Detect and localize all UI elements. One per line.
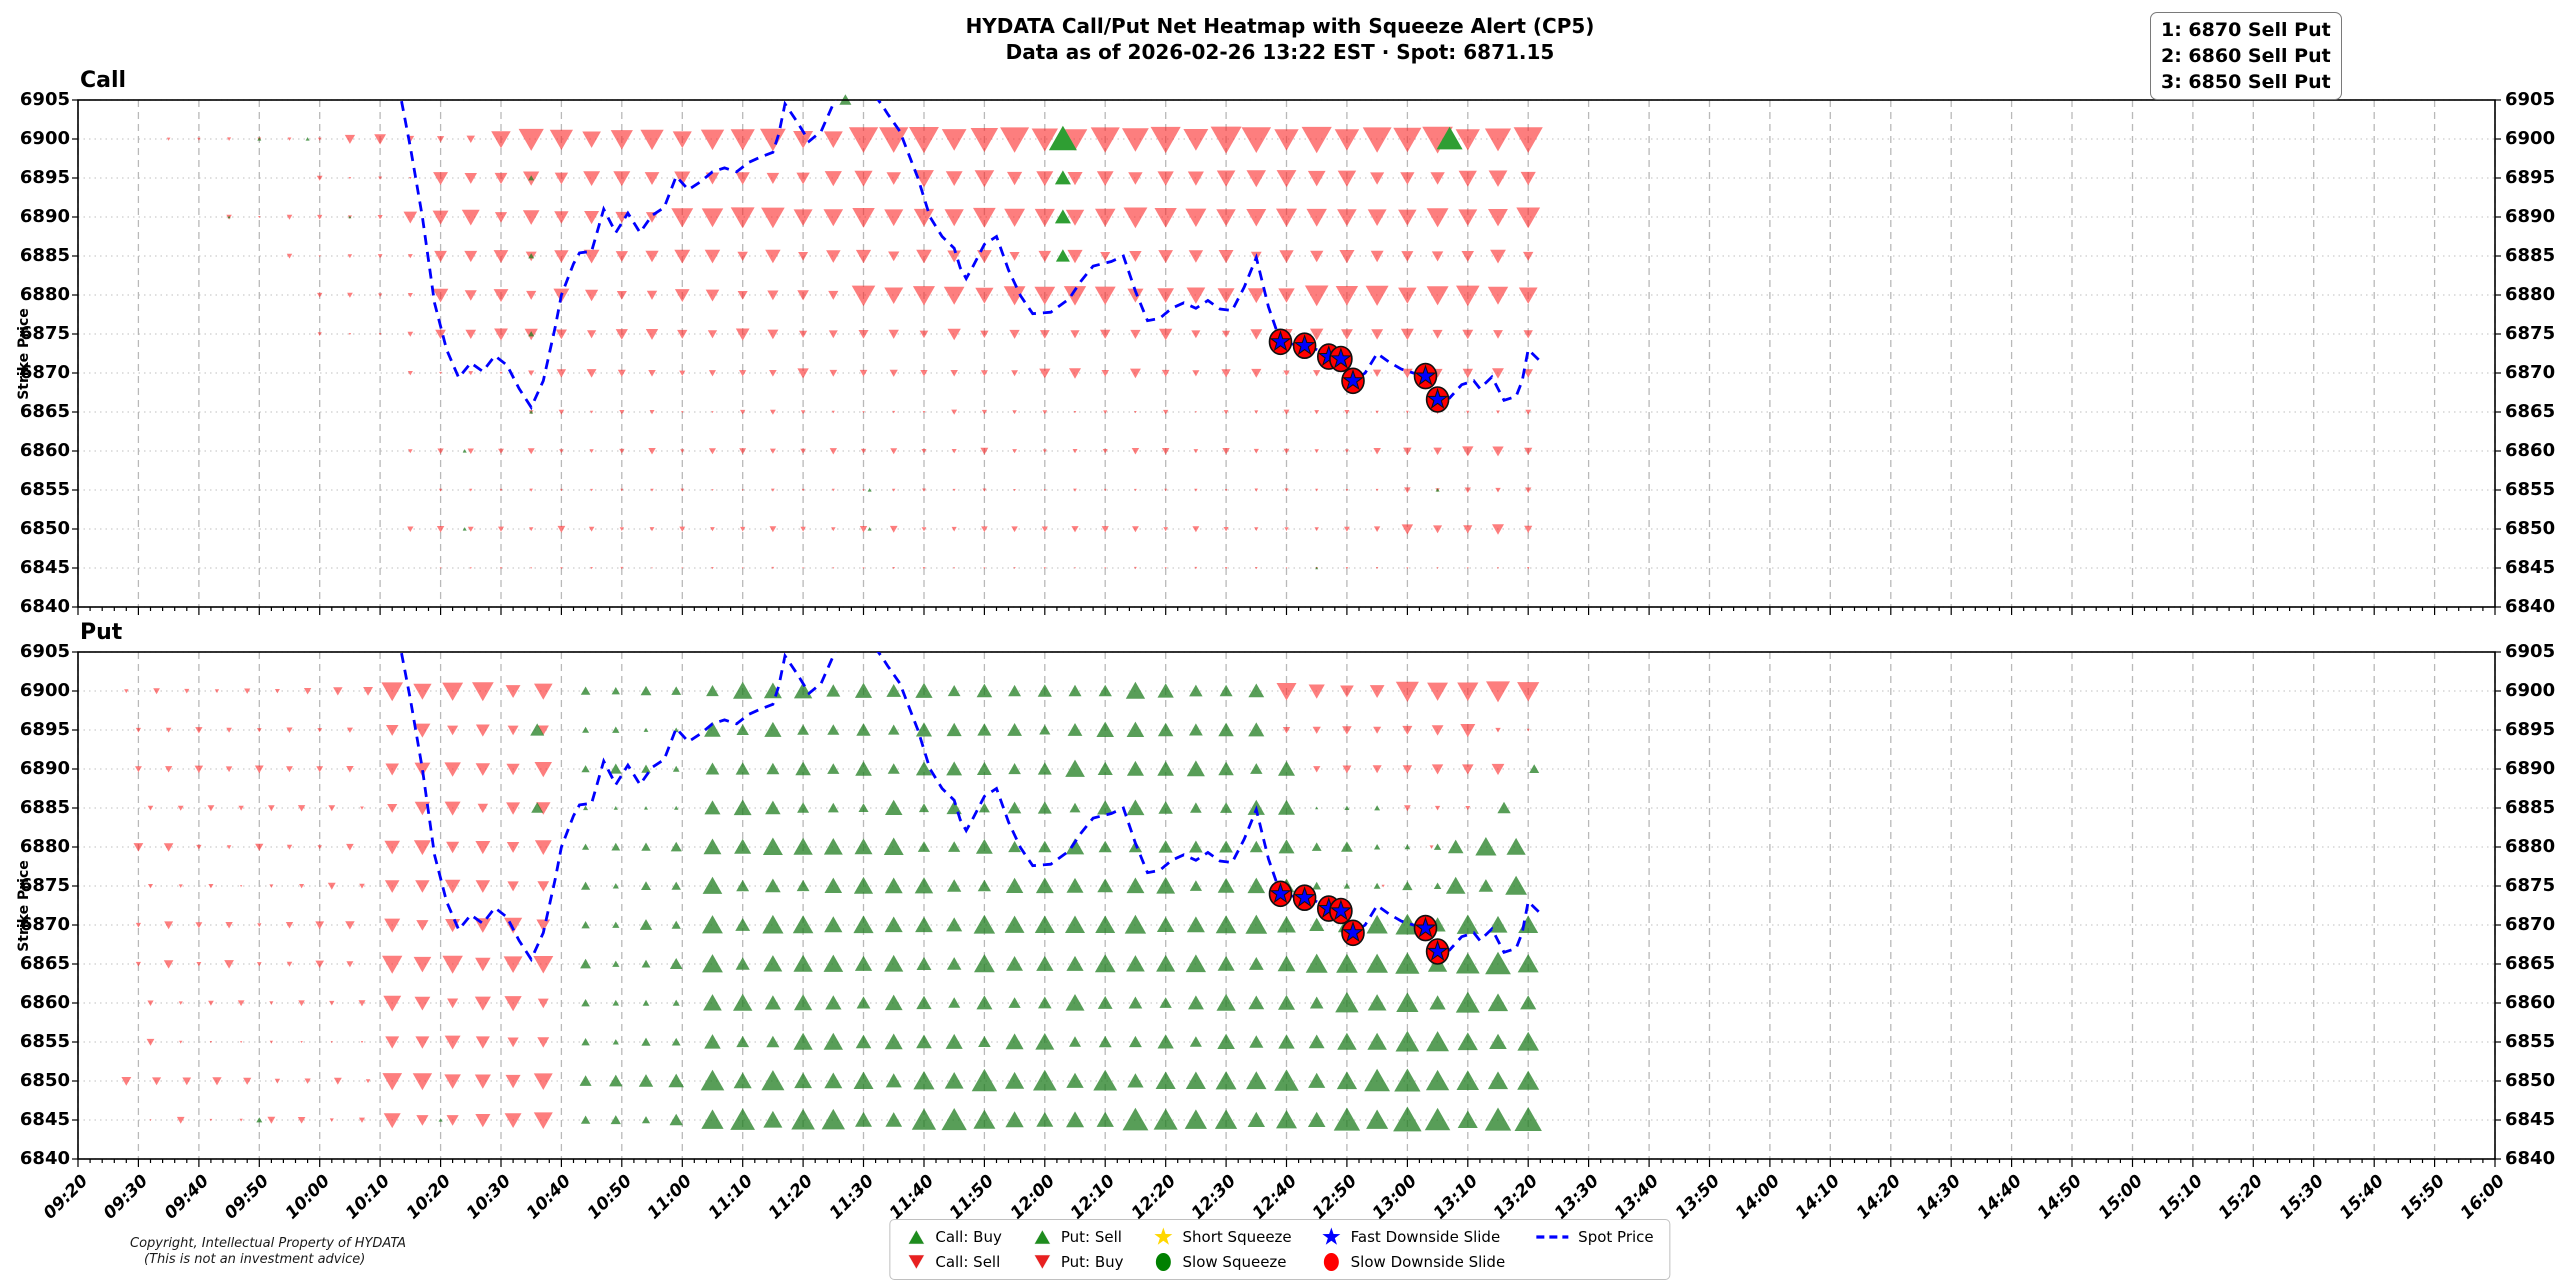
y-tick-label: 6870 xyxy=(19,914,70,935)
put-sell-triangle-icon xyxy=(1033,1229,1051,1245)
y-tick-label: 6840 xyxy=(19,596,70,617)
y-tick-label: 6845 xyxy=(19,1109,70,1130)
y-tick-label: 6865 xyxy=(19,401,70,422)
y-tick-label: 6855 xyxy=(2505,479,2556,500)
y-tick-label: 6845 xyxy=(2505,557,2556,578)
y-tick-label: 6850 xyxy=(2505,518,2556,539)
y-tick-label: 6875 xyxy=(19,875,70,896)
legend-item-put-sell: Put: Sell xyxy=(1032,1226,1124,1248)
y-tick-label: 6875 xyxy=(2505,323,2556,344)
call-buy-triangle-icon xyxy=(907,1229,925,1245)
slow-squeeze-circle-icon xyxy=(1156,1253,1172,1271)
chart-subtitle: Data as of 2026-02-26 13:22 EST · Spot: … xyxy=(1005,40,1555,64)
y-tick-label: 6870 xyxy=(2505,362,2556,383)
y-tick-label: 6895 xyxy=(2505,167,2556,188)
y-tick-label: 6850 xyxy=(19,1070,70,1091)
y-tick-label: 6840 xyxy=(19,1148,70,1169)
y-tick-label: 6905 xyxy=(19,89,70,110)
y-tick-label: 6900 xyxy=(19,128,70,149)
y-tick-label: 6890 xyxy=(2505,206,2556,227)
y-tick-label: 6900 xyxy=(19,680,70,701)
fast-downside-slide-star-icon xyxy=(1322,1227,1341,1245)
annotation-line-2: 2: 6860 Sell Put xyxy=(2161,45,2331,67)
y-tick-label: 6895 xyxy=(19,167,70,188)
legend-item-call-sell: Call: Sell xyxy=(906,1251,1002,1273)
y-tick-label: 6860 xyxy=(19,440,70,461)
y-tick-label: 6875 xyxy=(19,323,70,344)
y-tick-label: 6885 xyxy=(19,797,70,818)
annotation-line-3: 3: 6850 Sell Put xyxy=(2161,71,2331,93)
y-tick-label: 6905 xyxy=(2505,89,2556,110)
legend-item-slow-squeeze: Slow Squeeze xyxy=(1154,1251,1292,1273)
y-tick-label: 6855 xyxy=(19,1031,70,1052)
strategy-annotation-box: 1: 6870 Sell Put 2: 6860 Sell Put 3: 685… xyxy=(2150,12,2342,100)
y-tick-label: 6900 xyxy=(2505,680,2556,701)
annotation-line-1: 1: 6870 Sell Put xyxy=(2161,19,2331,41)
legend-item-slow-downside-slide: Slow Downside Slide xyxy=(1322,1251,1505,1273)
call-sell-triangle-icon xyxy=(907,1254,925,1270)
y-tick-label: 6895 xyxy=(19,719,70,740)
panel-title-put: Put xyxy=(80,620,123,645)
y-tick-label: 6875 xyxy=(2505,875,2556,896)
y-tick-label: 6880 xyxy=(2505,284,2556,305)
y-tick-label: 6880 xyxy=(2505,836,2556,857)
y-tick-label: 6860 xyxy=(2505,992,2556,1013)
y-tick-label: 6895 xyxy=(2505,719,2556,740)
y-tick-label: 6885 xyxy=(2505,245,2556,266)
y-tick-label: 6845 xyxy=(2505,1109,2556,1130)
y-tick-label: 6870 xyxy=(19,362,70,383)
y-tick-label: 6860 xyxy=(19,992,70,1013)
y-tick-label: 6885 xyxy=(2505,797,2556,818)
chart-title: HYDATA Call/Put Net Heatmap with Squeeze… xyxy=(965,14,1595,38)
y-tick-label: 6890 xyxy=(19,758,70,779)
y-tick-label: 6865 xyxy=(19,953,70,974)
legend-item-put-buy: Put: Buy xyxy=(1032,1251,1124,1273)
panel-title-call: Call xyxy=(80,68,127,93)
y-tick-label: 6850 xyxy=(19,518,70,539)
slow-downside-slide-circle-icon xyxy=(1324,1253,1340,1271)
y-tick-label: 6860 xyxy=(2505,440,2556,461)
y-tick-label: 6905 xyxy=(19,641,70,662)
y-tick-label: 6870 xyxy=(2505,914,2556,935)
short-squeeze-star-icon xyxy=(1154,1227,1173,1245)
y-tick-label: 6865 xyxy=(2505,953,2556,974)
y-tick-label: 6850 xyxy=(2505,1070,2556,1091)
legend: Call: Buy Call: Sell Put: Sell Put: Buy … xyxy=(889,1219,1671,1280)
legend-item-call-buy: Call: Buy xyxy=(906,1226,1002,1248)
y-tick-label: 6880 xyxy=(19,836,70,857)
y-tick-label: 6905 xyxy=(2505,641,2556,662)
y-tick-label: 6840 xyxy=(2505,596,2556,617)
y-tick-label: 6880 xyxy=(19,284,70,305)
legend-item-fast-downside-slide: Fast Downside Slide xyxy=(1322,1226,1506,1248)
y-tick-label: 6845 xyxy=(19,557,70,578)
y-tick-label: 6865 xyxy=(2505,401,2556,422)
y-tick-label: 6840 xyxy=(2505,1148,2556,1169)
y-tick-label: 6885 xyxy=(19,245,70,266)
y-tick-label: 6855 xyxy=(19,479,70,500)
y-tick-label: 6855 xyxy=(2505,1031,2556,1052)
legend-item-spot-price: Spot Price xyxy=(1535,1226,1654,1248)
copyright: Copyright, Intellectual Property of HYDA… xyxy=(130,1236,407,1267)
y-axis-label-call: Strike Price xyxy=(16,308,32,400)
y-tick-label: 6900 xyxy=(2505,128,2556,149)
spot-price-dashed-line-icon xyxy=(1536,1235,1569,1239)
put-buy-triangle-icon xyxy=(1033,1254,1051,1270)
y-tick-label: 6890 xyxy=(2505,758,2556,779)
y-axis-label-put: Strike Price xyxy=(16,860,32,952)
legend-item-short-squeeze: Short Squeeze xyxy=(1154,1226,1292,1248)
y-tick-label: 6890 xyxy=(19,206,70,227)
